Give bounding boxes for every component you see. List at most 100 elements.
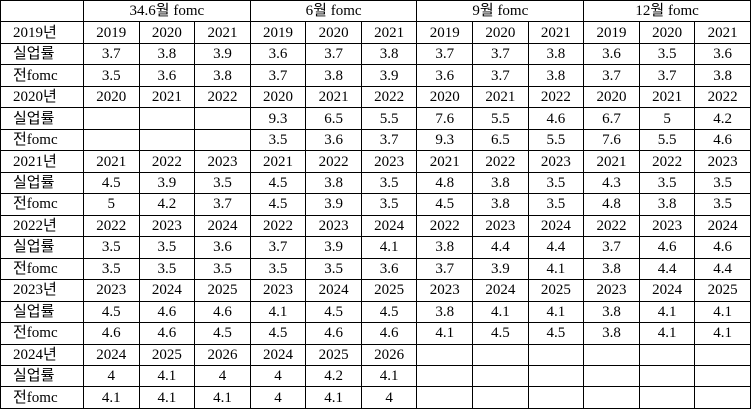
table-cell: 3.6: [194, 236, 251, 259]
table-cell: 2022: [527, 85, 585, 109]
table-cell: 4.1: [527, 257, 585, 281]
table-cell: 2023년: [0, 279, 84, 302]
table-row: 전fomc 3.5 3.6 3.7 9.3 6.5 5.5 7.6 5.5 4.6: [0, 128, 751, 152]
table-cell: 6.5: [305, 107, 362, 130]
table-cell: 3.6: [249, 42, 307, 66]
table-cell: 3.8: [694, 64, 751, 87]
table-cell: 2025: [194, 279, 251, 302]
table-cell: 2025: [694, 279, 751, 302]
table-cell: 2024: [305, 279, 362, 302]
table-cell: 4.4: [472, 236, 529, 259]
table-cell: 2025: [360, 279, 418, 302]
table-cell: 3.8: [305, 171, 362, 195]
table-cell: 2019: [249, 21, 307, 44]
table-cell: 3.7: [472, 64, 529, 87]
table-cell: 4.2: [138, 193, 196, 216]
table-cell: 2020: [416, 85, 474, 109]
table-cell: 4.5: [360, 300, 418, 324]
table-cell: 3.7: [583, 236, 640, 259]
table-cell: [583, 386, 640, 409]
table-cell: 3.9: [194, 42, 251, 66]
table-cell: 4: [360, 386, 418, 409]
table-cell: 3.5: [305, 257, 362, 281]
table-cell: 4.1: [360, 236, 418, 259]
table-cell: 실업률: [0, 107, 84, 130]
table-cell: 4.4: [694, 257, 751, 281]
table-cell: 3.9: [360, 64, 418, 87]
table-cell: 3.7: [305, 42, 362, 66]
table-cell: 3.9: [138, 171, 196, 195]
table-cell: 3.8: [416, 300, 474, 324]
table-cell: 3.7: [583, 64, 640, 87]
table-cell: 2019: [583, 21, 640, 44]
table-cell: 2021: [83, 150, 140, 173]
table-row: 실업률 3.7 3.8 3.9 3.6 3.7 3.8 3.7 3.7 3.8 3.6 3.5 3.6: [0, 42, 751, 66]
table-cell: [472, 364, 529, 388]
table-cell: 2021: [305, 85, 362, 109]
table-cell: 3.7: [249, 236, 307, 259]
table-cell: 2026: [194, 343, 251, 366]
table-cell: [694, 386, 751, 409]
table-cell: [638, 364, 696, 388]
table-cell: 4.1: [194, 386, 251, 409]
table-cell: 2020년: [0, 85, 84, 109]
table-cell: [527, 343, 585, 366]
table-cell: 2022: [138, 150, 196, 173]
table-row: 전fomc 4.6 4.6 4.5 4.5 4.6 4.6 4.1 4.5 4.5 3.8 4.1 4.…: [0, 322, 751, 345]
table-cell: 3.8: [360, 42, 418, 66]
table-cell: 실업률: [0, 42, 84, 66]
table-cell: 4.1: [360, 364, 418, 388]
table-cell: 5.5: [360, 107, 418, 130]
table-cell: 4.4: [638, 257, 696, 281]
table-cell: [416, 343, 474, 366]
table-cell: 2020: [83, 85, 140, 109]
table-cell: 3.8: [472, 171, 529, 195]
table-cell: 2022: [305, 150, 362, 173]
table-cell: 2022: [83, 214, 140, 238]
table-cell: 2024: [360, 214, 418, 238]
table-cell: 2019: [83, 21, 140, 44]
table-cell: 2020: [638, 21, 696, 44]
table-cell: 3.8: [472, 193, 529, 216]
table-cell: [583, 343, 640, 366]
table-cell: 2019: [416, 21, 474, 44]
table-cell: 2021년: [0, 150, 84, 173]
table-cell: 3.5: [138, 257, 196, 281]
table-cell: 3.8: [194, 64, 251, 87]
table-row: 실업률 4.5 3.9 3.5 4.5 3.8 3.5 4.8 3.8 3.5 4.3 3.5 3.5: [0, 171, 751, 195]
table-cell: [138, 128, 196, 152]
table-cell: 2023: [694, 150, 751, 173]
table-cell: 4.1: [472, 300, 529, 324]
table-cell: [83, 107, 140, 130]
table-cell: 실업률: [0, 171, 84, 195]
table-cell: 5.5: [638, 128, 696, 152]
table-cell: 2021: [360, 21, 418, 44]
table-cell: 3.5: [694, 171, 751, 195]
table-cell: 4: [249, 364, 307, 388]
table-row: 전fomc 5 4.2 3.7 4.5 3.9 3.5 4.5 3.8 3.5 4.8 3.8 3.5: [0, 193, 751, 216]
table-cell: 2022: [416, 214, 474, 238]
table-cell: [0, 0, 84, 23]
table-cell: 3.5: [527, 171, 585, 195]
table-cell: 2023: [194, 150, 251, 173]
table-cell: 4.6: [305, 322, 362, 345]
table-cell: 2024: [194, 214, 251, 238]
table-cell: 4.1: [694, 322, 751, 345]
table-cell: 9월 fomc: [416, 0, 585, 23]
table-cell: 9.3: [249, 107, 307, 130]
table-cell: [638, 386, 696, 409]
table-cell: 3.5: [83, 257, 140, 281]
table-cell: 4.1: [694, 300, 751, 324]
table-cell: 4.2: [305, 364, 362, 388]
table-cell: 3.7: [638, 64, 696, 87]
table-row: 2024년 2024 2025 2026 2024 2025 2026: [0, 343, 751, 366]
table-row: 2022년 2022 2023 2024 2022 2023 2024 2022 2023 202…: [0, 214, 751, 238]
table-cell: 3.5: [83, 236, 140, 259]
table-cell: 3.5: [194, 257, 251, 281]
table-cell: 2023: [583, 279, 640, 302]
table-cell: 2022: [249, 214, 307, 238]
table-cell: 7.6: [583, 128, 640, 152]
table-cell: 2022년: [0, 214, 84, 238]
